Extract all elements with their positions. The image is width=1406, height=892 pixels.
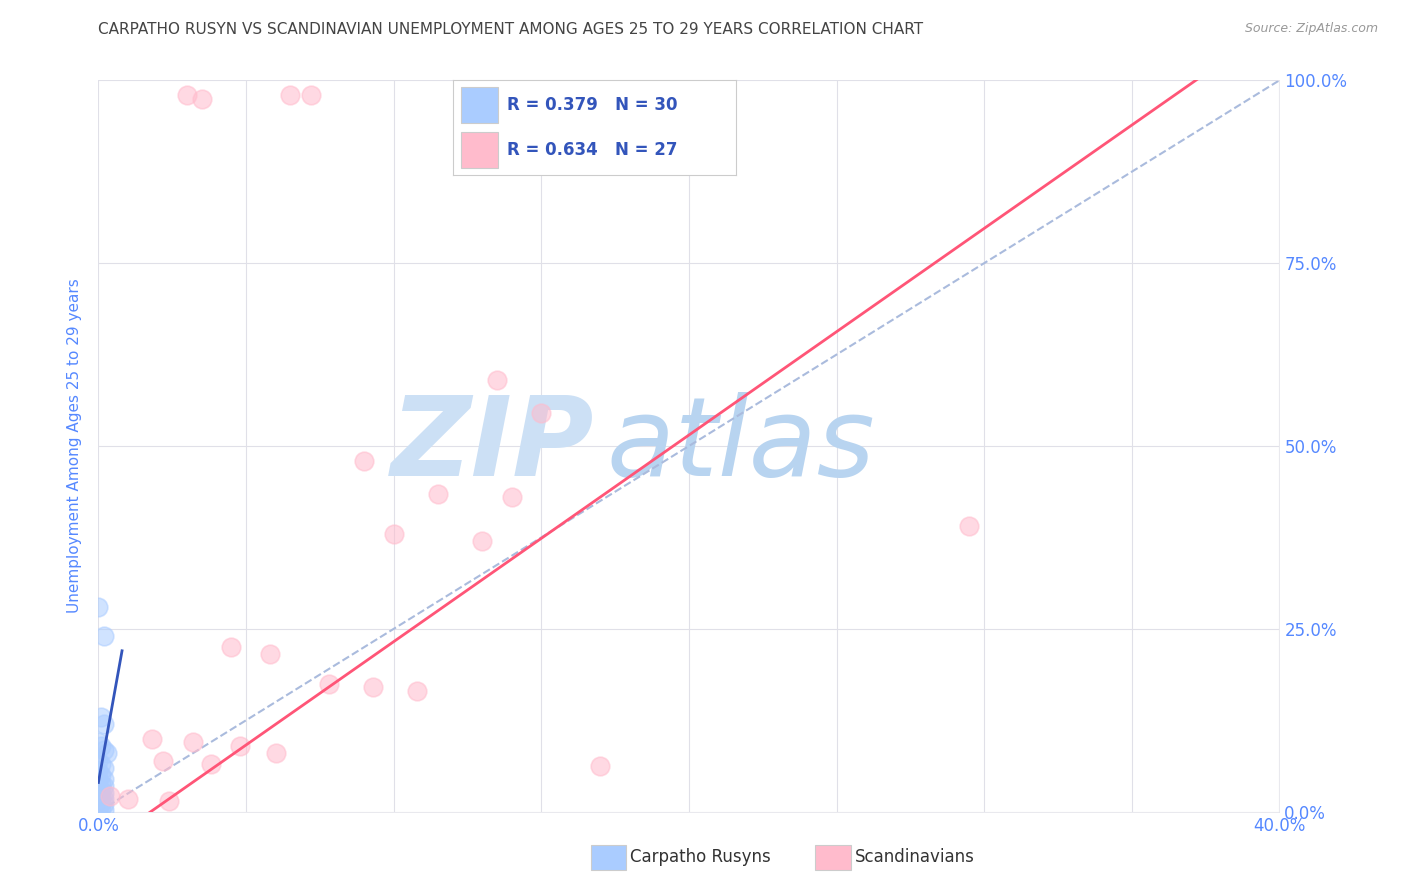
Point xyxy=(264,746,287,760)
Point xyxy=(141,731,163,746)
Text: atlas: atlas xyxy=(606,392,875,500)
Point xyxy=(93,803,115,817)
Point xyxy=(318,676,340,690)
Point xyxy=(90,796,112,810)
Point xyxy=(93,742,115,756)
Point xyxy=(353,453,375,467)
Point xyxy=(382,526,405,541)
Point xyxy=(152,754,174,768)
Point xyxy=(87,774,110,789)
Point xyxy=(90,790,112,805)
Point xyxy=(530,406,553,420)
Text: Scandinavians: Scandinavians xyxy=(855,848,974,866)
Point xyxy=(87,754,110,768)
Point xyxy=(87,794,110,808)
Point xyxy=(90,739,112,753)
Point xyxy=(427,486,450,500)
Point xyxy=(93,787,115,801)
Point xyxy=(98,789,121,803)
Point xyxy=(278,87,302,102)
Y-axis label: Unemployment Among Ages 25 to 29 years: Unemployment Among Ages 25 to 29 years xyxy=(67,278,83,614)
Text: Source: ZipAtlas.com: Source: ZipAtlas.com xyxy=(1244,22,1378,36)
Point xyxy=(93,629,115,643)
Point xyxy=(117,791,139,805)
Point xyxy=(361,681,384,695)
Point xyxy=(191,92,214,106)
Point xyxy=(229,739,252,753)
Point xyxy=(87,789,110,803)
Point xyxy=(93,779,115,793)
Point xyxy=(406,684,429,698)
Text: ZIP: ZIP xyxy=(391,392,595,500)
Point xyxy=(93,761,115,775)
Point xyxy=(181,735,204,749)
Point xyxy=(219,640,242,655)
Point xyxy=(90,777,112,791)
Point xyxy=(90,757,112,772)
Point xyxy=(96,746,118,760)
Point xyxy=(87,764,110,779)
Point xyxy=(200,757,222,772)
Point xyxy=(87,599,110,614)
Point xyxy=(90,784,112,798)
Point xyxy=(486,373,509,387)
Point xyxy=(471,534,494,549)
Point xyxy=(157,794,180,808)
Point xyxy=(259,648,281,662)
Point xyxy=(501,490,523,504)
Point xyxy=(93,772,115,786)
Point xyxy=(87,781,110,796)
Point xyxy=(87,798,110,813)
Text: CARPATHO RUSYN VS SCANDINAVIAN UNEMPLOYMENT AMONG AGES 25 TO 29 YEARS CORRELATIO: CARPATHO RUSYN VS SCANDINAVIAN UNEMPLOYM… xyxy=(98,22,924,37)
Point xyxy=(90,768,112,782)
Text: Carpatho Rusyns: Carpatho Rusyns xyxy=(630,848,770,866)
Point xyxy=(93,791,115,805)
Point xyxy=(90,801,112,815)
Point xyxy=(87,804,110,818)
Point xyxy=(93,717,115,731)
Point xyxy=(87,735,110,749)
Point xyxy=(589,759,612,773)
Point xyxy=(299,87,322,102)
Point xyxy=(959,519,981,533)
Point xyxy=(93,797,115,812)
Point xyxy=(176,87,198,102)
Point xyxy=(90,709,112,723)
